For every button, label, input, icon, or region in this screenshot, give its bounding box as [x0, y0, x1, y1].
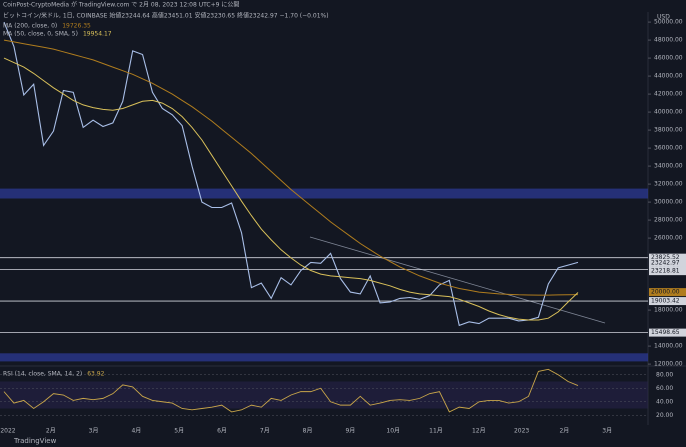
y-axis-label: USD [657, 14, 670, 21]
x-tick-label: 5月 [174, 428, 184, 435]
x-tick-label: 3月 [602, 428, 612, 435]
legend-name: MA (200, close, 0) [3, 23, 57, 30]
y-tick-label: 38000.00 [654, 127, 683, 134]
x-tick-label: 12月 [472, 428, 486, 435]
x-tick-label: 2022 [0, 428, 15, 435]
series-line [3, 21, 579, 327]
price-label: 20000.00 [651, 289, 680, 296]
level-label: 23825.52 [651, 254, 680, 261]
y-tick-label: 48000.00 [654, 37, 683, 44]
price-label-box [649, 288, 686, 297]
x-tick-label: 3月 [89, 428, 99, 435]
rsi-tick-label: 80.00 [656, 371, 673, 378]
level-label: 15498.65 [651, 329, 680, 336]
x-tick-label: 7月 [260, 428, 270, 435]
zone [0, 353, 648, 362]
symbol-legend: ビットコイン/米ドル, 1日, COINBASE 始値23244.64 高値23… [3, 12, 329, 20]
y-tick-label: 36000.00 [654, 145, 683, 152]
y-tick-label: 40000.00 [654, 109, 683, 116]
y-tick-label: 50000.00 [654, 19, 683, 26]
header: CoinPost-CryptoMedia が TradingView.com で… [3, 1, 239, 9]
legend-name: MA (50, close, 0, SMA, 5) [3, 31, 78, 38]
y-tick-label: 18000.00 [654, 307, 683, 314]
rsi-band [0, 381, 648, 409]
y-tick-label: 34000.00 [654, 163, 683, 170]
x-tick-label: 8月 [303, 428, 313, 435]
y-tick-label: 12000.00 [654, 361, 683, 368]
series-line [3, 368, 579, 413]
rsi-tick-label: 20.00 [656, 412, 673, 419]
rsi-tick-label: 40.00 [656, 398, 673, 405]
y-tick-label: 42000.00 [654, 91, 683, 98]
price-label-box [649, 258, 686, 267]
level-label: 19003.42 [651, 298, 680, 305]
x-tick-label: 9月 [345, 428, 355, 435]
y-tick-label: 44000.00 [654, 73, 683, 80]
legend-value: 19954.17 [83, 31, 112, 38]
level-label-box [649, 297, 686, 306]
y-tick-label: 26000.00 [654, 235, 683, 242]
footer: TradingView [13, 437, 57, 445]
level-label-box [649, 328, 686, 337]
x-tick-label: 2月 [559, 428, 569, 435]
level-label-box [649, 253, 686, 262]
y-tick-label: 46000.00 [654, 55, 683, 62]
price-label: 23218.81 [651, 268, 680, 275]
price-label-box [649, 267, 686, 276]
y-tick-label: 14000.00 [654, 343, 683, 350]
legend-value: 19726.35 [62, 23, 91, 30]
rsi-tick-label: 60.00 [656, 385, 673, 392]
rsi-legend-value: 63.92 [87, 371, 104, 378]
rsi-legend-name: RSI (14, close, SMA, 14, 2) [3, 371, 82, 378]
x-tick-label: 10月 [386, 428, 400, 435]
y-tick-label: 30000.00 [654, 199, 683, 206]
series-line [3, 57, 579, 321]
y-tick-label: 32000.00 [654, 181, 683, 188]
x-tick-label: 2月 [46, 428, 56, 435]
trend-line [309, 236, 606, 324]
price-label: 23242.97 [651, 259, 680, 266]
x-tick-label: 2023 [514, 428, 529, 435]
x-tick-label: 6月 [217, 428, 227, 435]
x-tick-label: 4月 [131, 428, 141, 435]
y-tick-label: 28000.00 [654, 217, 683, 224]
x-tick-label: 11月 [429, 428, 443, 435]
zone [0, 188, 648, 199]
series-line [3, 39, 579, 296]
